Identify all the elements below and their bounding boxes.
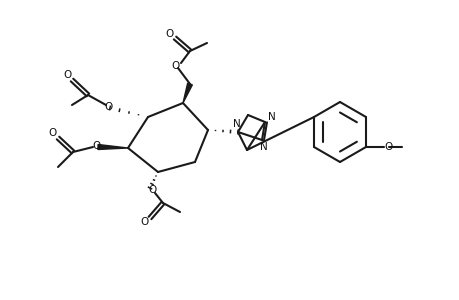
- Polygon shape: [98, 145, 128, 149]
- Text: O: O: [105, 102, 113, 112]
- Text: O: O: [166, 29, 174, 39]
- Text: N: N: [233, 119, 241, 129]
- Text: N: N: [259, 142, 267, 152]
- Text: N: N: [268, 112, 275, 122]
- Text: O: O: [49, 128, 57, 138]
- Polygon shape: [183, 83, 192, 103]
- Text: O: O: [384, 142, 392, 152]
- Text: O: O: [64, 70, 72, 80]
- Text: O: O: [149, 185, 157, 195]
- Text: O: O: [172, 61, 180, 71]
- Text: O: O: [140, 217, 149, 227]
- Text: O: O: [93, 141, 101, 151]
